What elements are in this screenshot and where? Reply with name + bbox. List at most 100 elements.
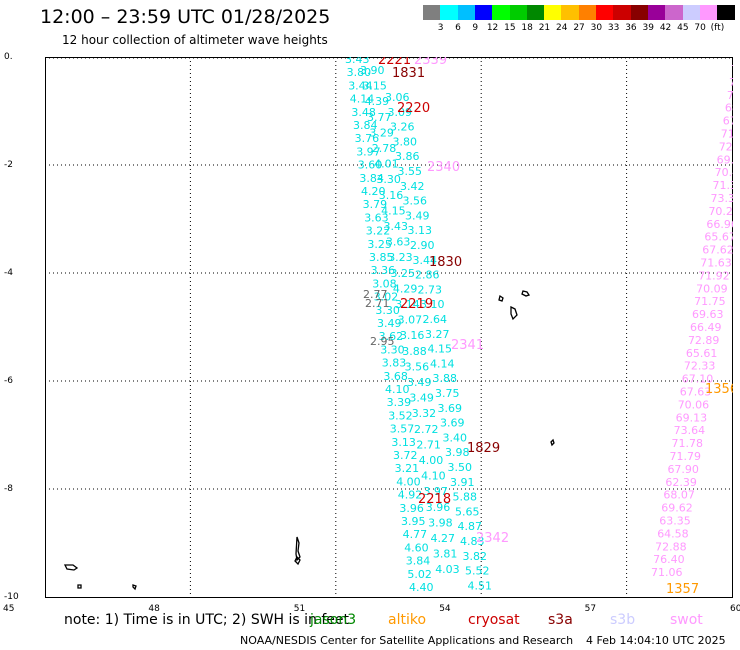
- color-scale-label: 12: [486, 23, 499, 33]
- wave-height-label: 67.62: [702, 244, 733, 257]
- pass-time-label: 2340: [427, 160, 460, 175]
- pass-time-label: 2339: [414, 57, 447, 68]
- coastline: [77, 584, 82, 589]
- color-scale-label: (ft): [710, 23, 725, 33]
- wave-height-label: 66.49: [690, 321, 722, 334]
- wave-height-label: 3.32: [412, 407, 437, 420]
- wave-height-label: 4.00: [419, 454, 444, 467]
- wave-height-label: 3.44: [348, 79, 373, 92]
- wave-height-label: 3.69: [440, 417, 465, 430]
- wave-height-label: 69.13: [676, 411, 708, 424]
- wave-height-label: 3.21: [395, 462, 420, 475]
- wave-height-label: 3.08: [372, 277, 397, 290]
- wave-height-label: 3.77: [367, 111, 392, 124]
- wave-height-label: 71.92: [698, 269, 730, 282]
- wave-height-label: 4.10: [385, 383, 410, 396]
- coastline: [498, 294, 504, 302]
- color-swatch: [578, 5, 597, 20]
- wave-height-label: 3.39: [387, 396, 412, 409]
- wave-height-label: 4.10: [421, 470, 446, 483]
- wave-height-label: 3.83: [382, 357, 407, 370]
- wave-height-label: 2.78: [372, 142, 397, 155]
- coastline: [550, 438, 555, 447]
- wave-height-label: 3.84: [359, 172, 384, 185]
- color-swatch: [647, 5, 666, 20]
- longitude-tick-label: 54: [439, 604, 451, 614]
- color-scale-label: 39: [642, 23, 654, 33]
- wave-height-label: 4.27: [431, 532, 456, 545]
- wave-height-label: 68.07: [663, 489, 695, 502]
- wave-height-label: 3.79: [363, 198, 388, 211]
- wave-height-label: 4.77: [403, 528, 428, 541]
- latitude-tick-label: -6: [4, 376, 13, 386]
- longitude-tick-label: 57: [584, 604, 597, 614]
- color-swatch: [665, 5, 684, 20]
- pass-time-label: 1830: [429, 255, 462, 270]
- latitude-tick-label: -8: [4, 484, 13, 494]
- wave-height-label: 2.90: [410, 239, 435, 252]
- wave-height-label: 4.03: [435, 563, 460, 576]
- wave-height-label: 4.83: [460, 535, 485, 548]
- wave-height-label: 72.89: [688, 334, 720, 347]
- wave-height-label: 3.14: [395, 298, 420, 311]
- wave-height-label: 4.14: [350, 93, 375, 106]
- wave-height-label: 3.75: [435, 387, 460, 400]
- wave-height-label: 69.63: [692, 308, 724, 321]
- wave-height-label: 3.60: [358, 159, 383, 172]
- wave-height-label: 3.76: [355, 132, 380, 145]
- wave-height-label: 72.3: [719, 140, 733, 153]
- wave-height-label: 3.02: [374, 291, 399, 304]
- wave-height-label: 4.20: [361, 185, 386, 198]
- color-scale-label: 33: [607, 23, 620, 33]
- wave-height-label: 3.56: [405, 360, 430, 373]
- color-swatch: [440, 5, 459, 20]
- wave-height-label: 3.16: [379, 189, 404, 202]
- wave-height-label: 2.95: [370, 335, 395, 348]
- coastline: [132, 584, 137, 591]
- wave-height-label: 3.63: [386, 236, 411, 249]
- wave-height-label: 3.30: [375, 304, 400, 317]
- wave-height-label: 3.36: [371, 264, 396, 277]
- longitude-tick-label: 51: [293, 604, 306, 614]
- wave-height-label: 65.61: [686, 347, 718, 360]
- wave-height-label: 3.29: [369, 126, 394, 139]
- color-scale-label: 45: [677, 23, 689, 33]
- wave-height-label: 4.00: [396, 475, 421, 488]
- color-swatch: [717, 5, 736, 20]
- wave-height-label: 2.72: [414, 423, 439, 436]
- color-scale-label: 36: [625, 23, 637, 33]
- wave-height-label: 3.13: [408, 224, 433, 237]
- color-scale-label: 30: [590, 23, 603, 33]
- wave-height-label: 4.29: [393, 282, 418, 295]
- color-swatch: [492, 5, 511, 20]
- wave-height-label: 73: [731, 63, 733, 76]
- wave-height-label: 3.30: [376, 173, 401, 186]
- wave-height-label: 73.34: [711, 192, 734, 205]
- color-scale-label: 21: [538, 23, 551, 33]
- wave-height-label: 68: [725, 102, 733, 115]
- wave-height-label: 67.63: [680, 386, 712, 399]
- latitude-tick-label: 0.: [4, 52, 13, 62]
- wave-height-map: 3.433.803.444.143.483.843.763.973.603.84…: [45, 57, 733, 598]
- wave-height-label: 3.88: [402, 345, 427, 358]
- pass-time-label: 1829: [467, 441, 500, 456]
- wave-height-label: 3.27: [425, 328, 450, 341]
- wave-height-label: 66.96: [706, 218, 733, 231]
- wave-height-label: 3.97: [356, 145, 381, 158]
- pass-time-label: 1831: [392, 66, 425, 81]
- wave-height-label: 3.15: [362, 80, 387, 93]
- longitude-tick-label: 48: [148, 604, 160, 614]
- wave-height-label: 3.07: [398, 314, 423, 327]
- wave-height-label: 3.23: [388, 251, 413, 264]
- wave-height-label: 3.30: [380, 343, 405, 356]
- wave-height-label: 3.43: [345, 57, 370, 66]
- wave-height-label: 4.87: [458, 520, 483, 533]
- color-swatch: [509, 5, 528, 20]
- wave-height-label: 3.91: [450, 476, 475, 489]
- wave-height-label: 3.72: [393, 449, 418, 462]
- wave-height-label: 3.62: [379, 330, 404, 343]
- wave-height-label: 3.49: [377, 317, 402, 330]
- wave-height-label: 3.88: [433, 372, 458, 385]
- color-swatch: [526, 5, 545, 20]
- color-scale-label: 9: [472, 23, 479, 33]
